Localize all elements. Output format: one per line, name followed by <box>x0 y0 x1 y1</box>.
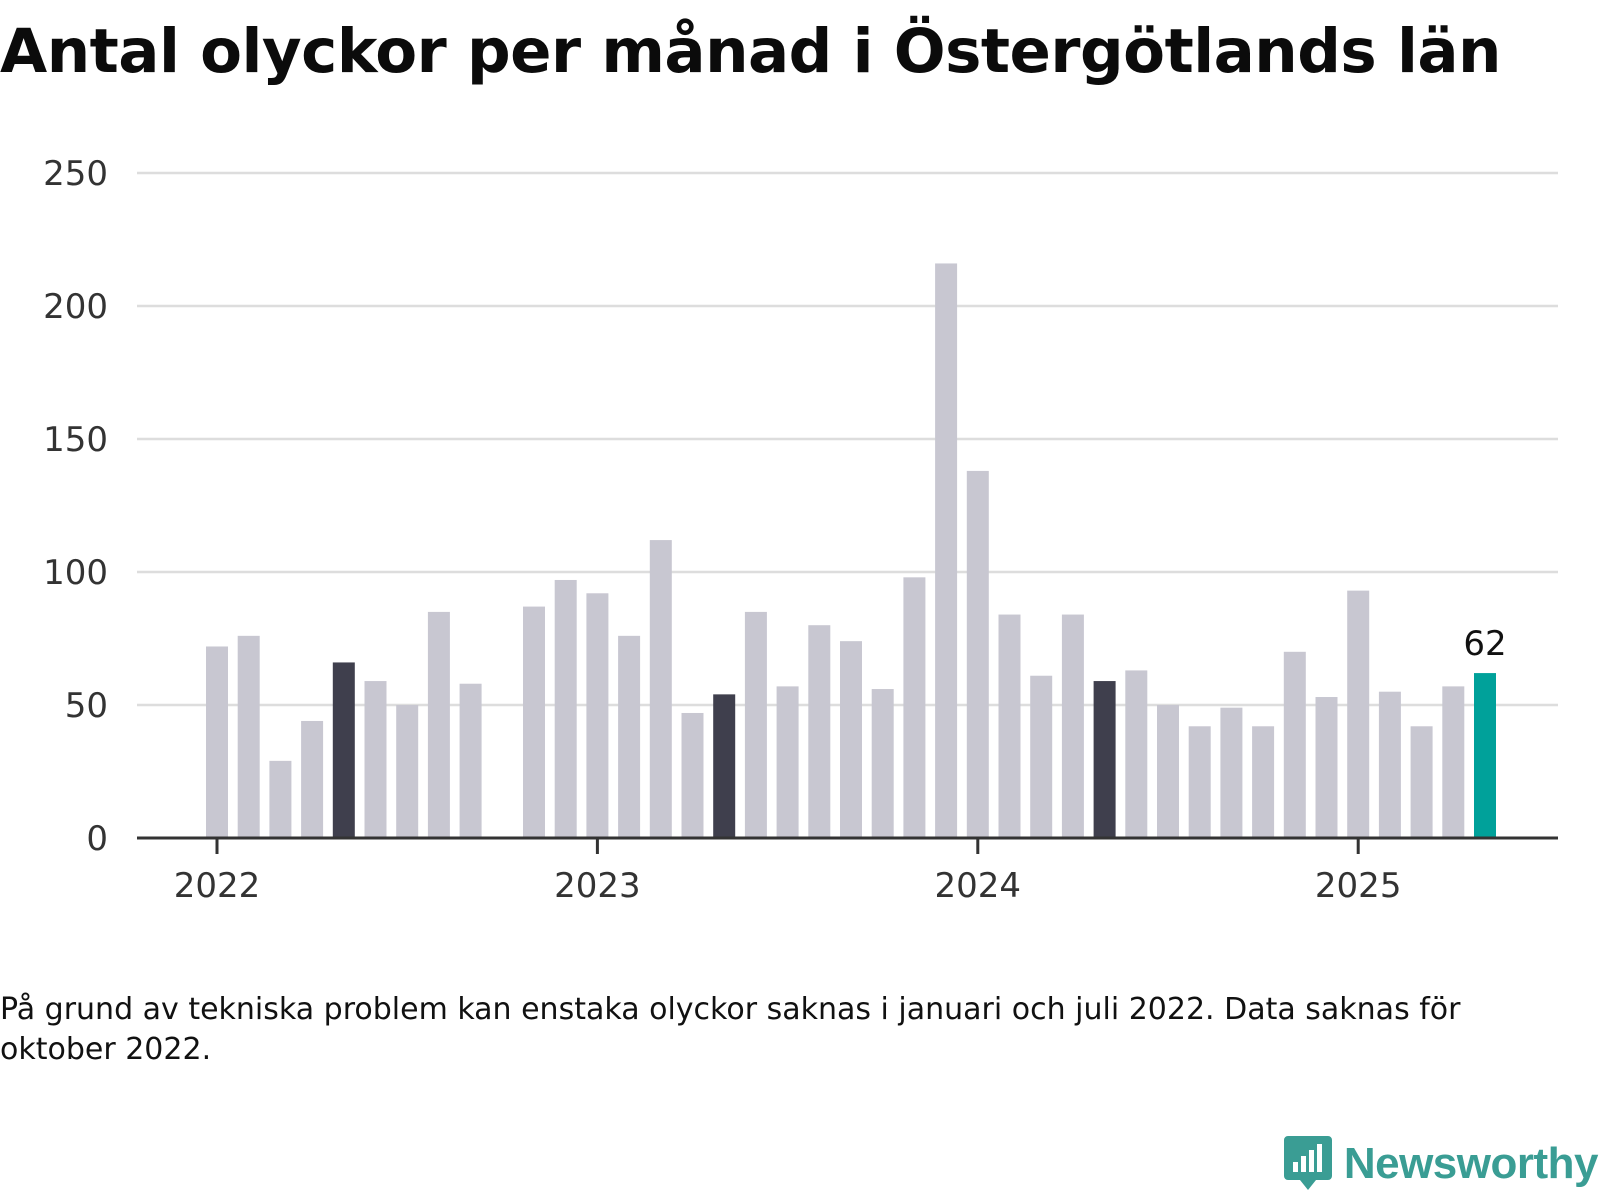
bar-2023-07 <box>776 686 799 838</box>
bar-2022-02 <box>237 635 260 838</box>
bar-2022-06 <box>364 681 387 838</box>
bar-2022-05 <box>332 662 355 838</box>
x-tick-label: 2024 <box>935 866 1022 906</box>
bars <box>206 263 1496 838</box>
footnote: På grund av tekniska problem kan enstaka… <box>0 992 1461 1067</box>
chart-title: Antal olyckor per månad i Östergötlands … <box>0 16 1501 87</box>
bar-2023-12 <box>935 263 958 838</box>
y-tick-label: 100 <box>43 553 108 593</box>
bar-chart: 0 50 100 150 200 250 2022 2023 2024 2025 62 <box>43 154 1558 906</box>
bar-annotations: 62 <box>1463 624 1506 664</box>
bar-2024-07 <box>1157 705 1179 838</box>
bar-2022-11 <box>523 606 545 838</box>
bar-2023-05 <box>713 694 736 838</box>
gridlines <box>137 171 1558 707</box>
bar-2023-02 <box>618 635 641 838</box>
x-tick-label: 2022 <box>174 866 261 906</box>
bar-2025-04 <box>1442 686 1465 838</box>
bar-2023-08 <box>808 625 831 838</box>
bar-2022-09 <box>459 683 482 838</box>
bar-2022-03 <box>269 760 292 838</box>
y-tick-label: 250 <box>43 154 108 194</box>
bar-2024-09 <box>1220 707 1243 838</box>
bar-2023-01 <box>586 593 609 838</box>
bar-2024-03 <box>1030 675 1053 838</box>
bar-2023-09 <box>840 641 862 838</box>
y-tick-label: 200 <box>43 287 108 327</box>
bar-2024-05 <box>1093 681 1116 838</box>
bar-2024-04 <box>1061 614 1084 838</box>
x-tick-label: 2025 <box>1315 866 1402 906</box>
bar-2025-05 <box>1474 673 1496 838</box>
y-tick-label: 0 <box>86 819 108 859</box>
bar-2024-10 <box>1252 726 1275 838</box>
bar-2025-01 <box>1347 590 1370 838</box>
y-tick-label: 50 <box>65 686 108 726</box>
bar-2022-12 <box>554 579 577 838</box>
latest-value-label: 62 <box>1463 624 1506 664</box>
y-axis-ticks: 0 50 100 150 200 250 <box>43 154 108 859</box>
bar-2022-01 <box>206 646 228 838</box>
bar-2022-07 <box>396 705 419 838</box>
bar-2025-02 <box>1378 691 1401 838</box>
newsworthy-logo-icon <box>1283 1136 1332 1190</box>
bar-2024-02 <box>998 614 1021 838</box>
bar-2024-06 <box>1125 670 1148 838</box>
x-tick-label: 2023 <box>554 866 641 906</box>
bar-2024-12 <box>1315 697 1338 838</box>
bar-2023-06 <box>744 611 767 838</box>
bar-2022-08 <box>427 611 450 838</box>
x-axis-ticks: 2022 2023 2024 2025 <box>174 838 1402 906</box>
bar-2023-10 <box>871 689 894 838</box>
bar-2023-03 <box>649 540 672 838</box>
bar-2022-04 <box>301 720 324 838</box>
brand-name: Newsworthy <box>1343 1139 1599 1188</box>
bar-2024-08 <box>1188 726 1211 838</box>
brand-logo: Newsworthy <box>1282 1134 1599 1194</box>
bar-2025-03 <box>1410 726 1433 838</box>
y-tick-label: 150 <box>43 420 108 460</box>
bar-2023-11 <box>903 577 926 838</box>
bar-2024-11 <box>1283 651 1306 838</box>
bar-2024-01 <box>966 470 989 838</box>
bar-2023-04 <box>681 712 704 838</box>
